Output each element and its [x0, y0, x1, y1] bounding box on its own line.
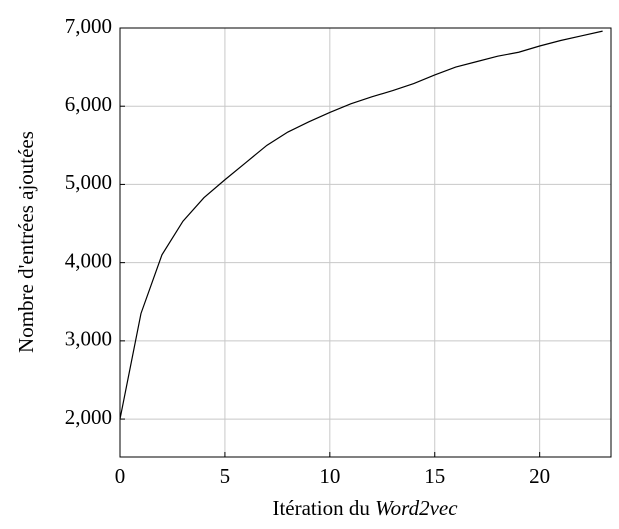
y-tick-label: 5,000 — [65, 170, 112, 194]
x-axis-label-part: Itération du — [272, 496, 370, 520]
y-tick-label: 3,000 — [65, 327, 112, 351]
x-axis-label: Itération du Word2vec — [272, 496, 458, 520]
x-tick-label: 5 — [220, 464, 231, 488]
y-tick-label: 7,000 — [65, 14, 112, 38]
y-tick-label: 2,000 — [65, 405, 112, 429]
y-tick-label: 4,000 — [65, 248, 112, 272]
x-tick-label: 0 — [115, 464, 126, 488]
x-axis-label-part: Word2vec — [375, 496, 458, 520]
x-tick-label: 15 — [424, 464, 445, 488]
x-tick-label: 10 — [319, 464, 340, 488]
y-tick-label: 6,000 — [65, 92, 112, 116]
x-tick-label: 20 — [529, 464, 550, 488]
y-axis-label: Nombre d'entrées ajoutées — [14, 131, 38, 353]
plot-frame — [119, 27, 612, 458]
line-series — [119, 30, 603, 420]
